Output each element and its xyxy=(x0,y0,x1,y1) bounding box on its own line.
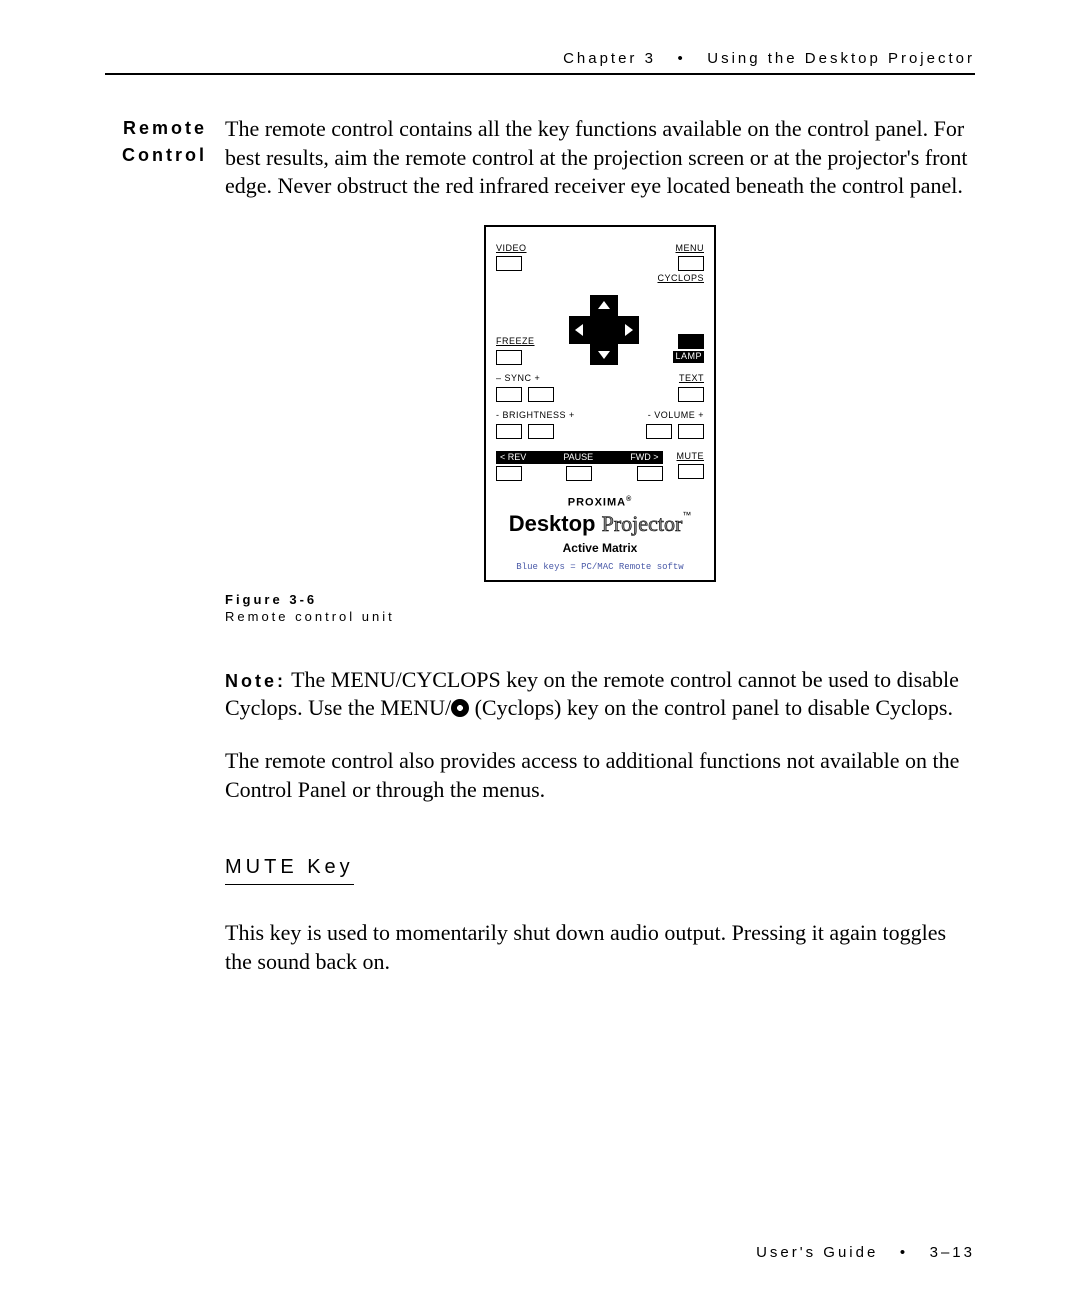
content-area: Remote Control The remote control contai… xyxy=(105,115,975,1000)
remote-btn-pause xyxy=(566,466,592,481)
remote-label-text: TEXT xyxy=(679,373,704,385)
dpad-down-icon xyxy=(598,351,610,359)
remote-label-freeze: FREEZE xyxy=(496,336,535,348)
cyclops-icon xyxy=(451,699,469,717)
caption-title: Figure 3-6 xyxy=(225,592,975,609)
page-footer: User's Guide • 3–13 xyxy=(756,1244,975,1261)
page: Chapter 3 • Using the Desktop Projector … xyxy=(105,50,975,1261)
remote-label-brightness: - BRIGHTNESS + xyxy=(496,410,575,422)
remote-label-menu: MENU xyxy=(676,243,705,255)
remote-label-rev: < REV xyxy=(500,452,526,464)
dpad-left-icon xyxy=(575,324,583,336)
remote-btn-text xyxy=(678,387,704,402)
remote-btn-volume-plus xyxy=(678,424,704,439)
remote-btn-rev xyxy=(496,466,522,481)
remote-label-cyclops: CYCLOPS xyxy=(657,273,704,285)
figure-remote: VIDEO MENU CYCLOPS FREEZE xyxy=(225,225,975,582)
caption-subtitle: Remote control unit xyxy=(225,609,975,626)
dpad-right-icon xyxy=(625,324,633,336)
remote-btn-brightness-minus xyxy=(496,424,522,439)
brand-projector: Projector xyxy=(602,511,683,536)
brand-tm: ™ xyxy=(682,510,691,520)
remote-btn-sync-minus xyxy=(496,387,522,402)
remote-label-lamp: LAMP xyxy=(673,351,704,363)
remote-label-fwd: FWD > xyxy=(630,452,658,464)
remote-btn-fwd xyxy=(637,466,663,481)
remote-control-diagram: VIDEO MENU CYCLOPS FREEZE xyxy=(484,225,716,582)
intro-paragraph: The remote control contains all the key … xyxy=(225,115,975,201)
para-additional-functions: The remote control also provides access … xyxy=(225,747,975,804)
header-separator: • xyxy=(677,50,685,67)
mute-paragraph: This key is used to momentarily shut dow… xyxy=(225,919,975,976)
note-text-2: (Cyclops) key on the control panel to di… xyxy=(469,695,953,720)
brand-active-matrix: Active Matrix xyxy=(496,541,704,557)
remote-label-pause: PAUSE xyxy=(563,452,593,464)
remote-btn-menu xyxy=(678,256,704,271)
figure-caption: Figure 3-6 Remote control unit xyxy=(225,592,975,626)
remote-btn-freeze xyxy=(496,350,522,365)
remote-brand-block: PROXIMA® Desktop Projector™ Active Matri… xyxy=(496,495,704,574)
remote-btn-brightness-plus xyxy=(528,424,554,439)
remote-btn-lamp xyxy=(678,334,704,349)
sidebar-line2: Control xyxy=(105,142,207,169)
chapter-header: Chapter 3 • Using the Desktop Projector xyxy=(105,50,975,75)
remote-label-sync: – SYNC + xyxy=(496,373,540,385)
remote-label-mute: MUTE xyxy=(677,451,705,463)
remote-btn-video xyxy=(496,256,522,271)
chapter-title: Using the Desktop Projector xyxy=(707,50,975,67)
chapter-number: Chapter 3 xyxy=(563,50,656,67)
remote-btn-mute xyxy=(678,464,704,479)
note-label: Note: xyxy=(225,671,286,691)
note-paragraph: Note: The MENU/CYCLOPS key on the remote… xyxy=(225,666,975,723)
brand-desktop: Desktop xyxy=(509,511,596,536)
brand-proxima: PROXIMA xyxy=(568,497,626,509)
footer-separator: • xyxy=(900,1244,908,1261)
main-column: The remote control contains all the key … xyxy=(225,115,975,1000)
remote-dpad xyxy=(569,295,639,365)
brand-footer-text: Blue keys = PC/MAC Remote softw xyxy=(496,562,704,574)
remote-label-video: VIDEO xyxy=(496,243,527,255)
dpad-up-icon xyxy=(598,301,610,309)
section-title-mute: MUTE Key xyxy=(225,854,354,885)
footer-page: 3–13 xyxy=(930,1244,975,1261)
remote-btn-sync-plus xyxy=(528,387,554,402)
sidebar-heading: Remote Control xyxy=(105,115,225,1000)
footer-guide: User's Guide xyxy=(756,1244,878,1261)
remote-btn-volume-minus xyxy=(646,424,672,439)
remote-label-volume: - VOLUME + xyxy=(648,410,704,422)
remote-dark-strip: < REV PAUSE FWD > xyxy=(496,451,663,465)
sidebar-line1: Remote xyxy=(105,115,207,142)
